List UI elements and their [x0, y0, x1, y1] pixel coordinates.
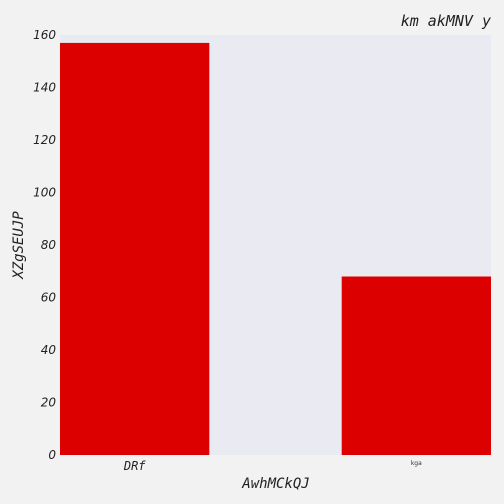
y-tick-label: 20 — [41, 396, 57, 410]
y-axis-label: XZgSEUJP — [11, 211, 27, 280]
y-tick-label: 120 — [33, 133, 56, 147]
x-tick-label: DRf — [123, 459, 146, 473]
bars-group — [60, 42, 491, 456]
y-tick-label: 160 — [33, 28, 56, 42]
x-axis-ticks: DRf kga — [123, 459, 422, 473]
x-tick-label: kga — [411, 460, 422, 467]
chart-title: km akMNV y — [401, 12, 491, 30]
y-tick-label: 0 — [48, 448, 56, 462]
y-tick-label: 80 — [41, 238, 57, 252]
y-tick-label: 60 — [41, 291, 57, 305]
bar-drf — [60, 42, 210, 456]
y-tick-label: 40 — [41, 343, 57, 357]
bar-kga — [341, 276, 491, 455]
y-tick-label: 140 — [33, 81, 56, 95]
y-tick-label: 100 — [33, 186, 56, 200]
x-axis-label: AwhMCkQJ — [241, 476, 309, 492]
y-axis-ticks: 0 20 40 60 80 100 120 140 160 — [33, 28, 56, 462]
